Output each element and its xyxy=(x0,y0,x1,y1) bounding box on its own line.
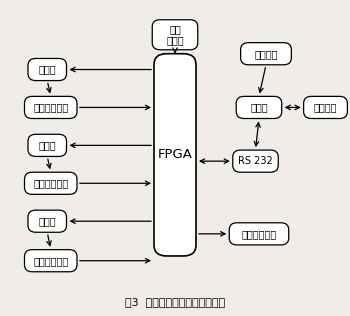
FancyBboxPatch shape xyxy=(236,96,282,118)
Text: FPGA: FPGA xyxy=(158,148,192,161)
FancyBboxPatch shape xyxy=(152,20,198,50)
Text: 驱动器: 驱动器 xyxy=(38,216,56,226)
FancyBboxPatch shape xyxy=(229,223,289,245)
Text: 通信系统: 通信系统 xyxy=(314,102,337,112)
FancyBboxPatch shape xyxy=(25,96,77,118)
FancyBboxPatch shape xyxy=(154,54,196,256)
FancyBboxPatch shape xyxy=(241,43,291,65)
Text: 电机及编码器: 电机及编码器 xyxy=(33,102,68,112)
Text: 视觉系统: 视觉系统 xyxy=(254,49,278,59)
Text: 电机及编码器: 电机及编码器 xyxy=(33,178,68,188)
Text: 踢球护球机构: 踢球护球机构 xyxy=(241,229,276,239)
Text: 电机及编码器: 电机及编码器 xyxy=(33,256,68,266)
Text: 上位机: 上位机 xyxy=(250,102,268,112)
FancyBboxPatch shape xyxy=(28,134,66,156)
Text: 其他
传感器: 其他 传感器 xyxy=(166,24,184,46)
Text: 图3  全方位移动机器人控制系统: 图3 全方位移动机器人控制系统 xyxy=(125,297,225,307)
FancyBboxPatch shape xyxy=(28,210,66,232)
FancyBboxPatch shape xyxy=(28,58,66,81)
Text: 驱动器: 驱动器 xyxy=(38,64,56,75)
FancyBboxPatch shape xyxy=(25,250,77,272)
FancyBboxPatch shape xyxy=(304,96,347,118)
FancyBboxPatch shape xyxy=(233,150,278,172)
Text: RS 232: RS 232 xyxy=(238,156,273,166)
FancyBboxPatch shape xyxy=(25,172,77,194)
Text: 驱动器: 驱动器 xyxy=(38,140,56,150)
